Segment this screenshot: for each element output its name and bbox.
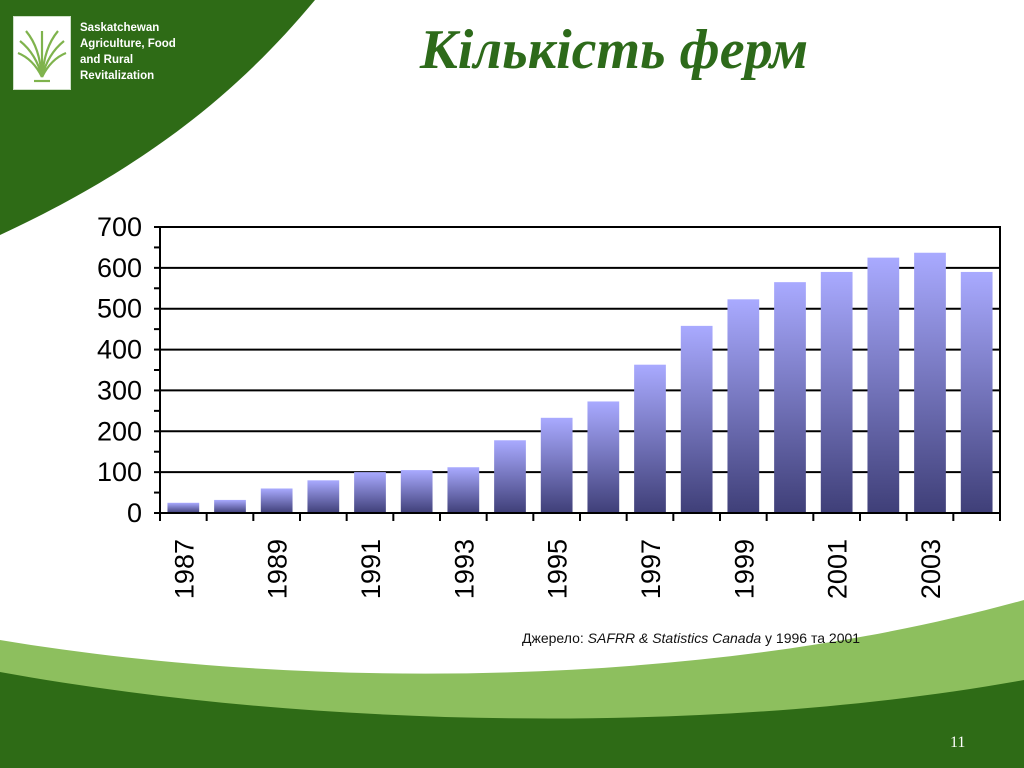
y-tick-label: 0 xyxy=(127,498,142,528)
bar-2002 xyxy=(867,257,900,513)
x-tick-label: 1997 xyxy=(636,539,666,599)
bar-1992 xyxy=(400,470,433,513)
organization-name-line: and Rural xyxy=(80,54,134,66)
organization-name-line: Revitalization xyxy=(80,70,155,82)
axes xyxy=(154,226,1001,521)
source-prefix: Джерело: xyxy=(522,630,584,646)
y-tick-label: 200 xyxy=(97,416,142,446)
y-tick-label: 500 xyxy=(97,294,142,324)
top-left-green-band xyxy=(0,0,315,235)
organization-name-line: Agriculture, Food xyxy=(80,38,176,50)
bar-1994 xyxy=(494,440,526,513)
bar-1988 xyxy=(214,499,246,513)
slide-title: Кількість ферм xyxy=(419,19,809,81)
x-axis-tick-labels: 1987 1989 1991 1993 1995 1997 1999 2001 2003 xyxy=(169,539,946,599)
bar-1990 xyxy=(307,480,340,513)
x-tick-label: 1993 xyxy=(449,539,479,599)
bars xyxy=(167,252,993,514)
bar-1989 xyxy=(260,488,293,513)
x-tick-label: 2001 xyxy=(823,539,853,599)
bar-2001 xyxy=(820,271,853,513)
x-tick-label: 1991 xyxy=(356,539,386,599)
bar-1999 xyxy=(727,299,760,513)
organization-name: Saskatchewan Agriculture, Food and Rural… xyxy=(80,20,230,84)
x-tick-label: 1995 xyxy=(543,539,573,599)
logo xyxy=(13,16,71,90)
wheat-sheaf-icon xyxy=(17,30,67,83)
bottom-dark-green-band xyxy=(0,672,1024,768)
bar-2004 xyxy=(960,271,993,513)
source-note: Джерело: SAFRR & Statistics Canada у 199… xyxy=(522,630,860,646)
x-tick-label: 1987 xyxy=(169,539,199,599)
y-tick-label: 100 xyxy=(97,457,142,487)
bar-1996 xyxy=(587,401,620,513)
source-years: у 1996 та 2001 xyxy=(765,630,861,646)
x-tick-label: 1999 xyxy=(729,539,759,599)
bar-1987 xyxy=(167,502,200,513)
page-number: 11 xyxy=(950,734,966,751)
organization-name-line: Saskatchewan xyxy=(80,22,160,34)
y-tick-label: 600 xyxy=(97,253,142,283)
bar-1993 xyxy=(447,467,480,513)
y-axis-tick-labels: 0 100 200 300 400 500 600 700 xyxy=(97,212,142,528)
bar-1997 xyxy=(634,364,666,513)
y-tick-label: 400 xyxy=(97,335,142,365)
bar-1995 xyxy=(540,417,573,513)
bar-2003 xyxy=(914,252,946,514)
source-name: SAFRR & Statistics Canada xyxy=(587,630,762,646)
bar-1991 xyxy=(354,472,386,513)
bar-1998 xyxy=(680,325,713,513)
y-tick-label: 700 xyxy=(97,212,142,242)
x-tick-label: 1989 xyxy=(263,539,293,599)
bar-2000 xyxy=(774,282,806,513)
x-tick-label: 2003 xyxy=(916,539,946,599)
y-tick-label: 300 xyxy=(97,375,142,405)
